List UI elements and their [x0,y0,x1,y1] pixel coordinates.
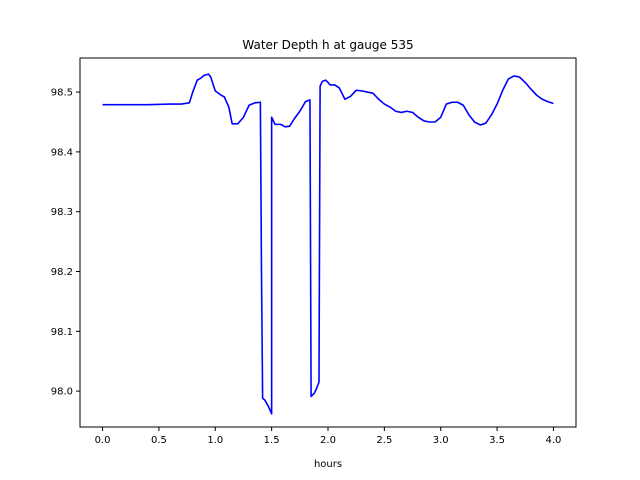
x-tick-label: 0.0 [95,435,111,446]
y-axis-ticks: 98.0 98.1 98.2 98.3 98.4 98.5 [51,88,80,398]
x-tick-label: 1.0 [207,435,223,446]
x-tick-label: 0.5 [151,435,167,446]
y-tick-label: 98.0 [51,387,73,398]
x-axis-label: hours [314,459,342,470]
chart-title: Water Depth h at gauge 535 [242,38,413,52]
y-tick-label: 98.1 [51,327,73,338]
x-tick-label: 2.0 [320,435,336,446]
x-tick-label: 1.5 [264,435,280,446]
series-line-water-depth [102,73,554,415]
y-tick-label: 98.4 [51,147,73,158]
x-tick-label: 2.5 [376,435,392,446]
x-tick-label: 3.5 [489,435,505,446]
x-tick-label: 3.0 [433,435,449,446]
y-tick-label: 98.3 [51,207,73,218]
y-tick-label: 98.5 [51,88,73,99]
x-tick-label: 4.0 [546,435,562,446]
x-axis-ticks: 0.0 0.5 1.0 1.5 2.0 2.5 3.0 3.5 4.0 [95,427,562,446]
plot-area [102,73,554,415]
y-tick-label: 98.2 [51,267,73,278]
